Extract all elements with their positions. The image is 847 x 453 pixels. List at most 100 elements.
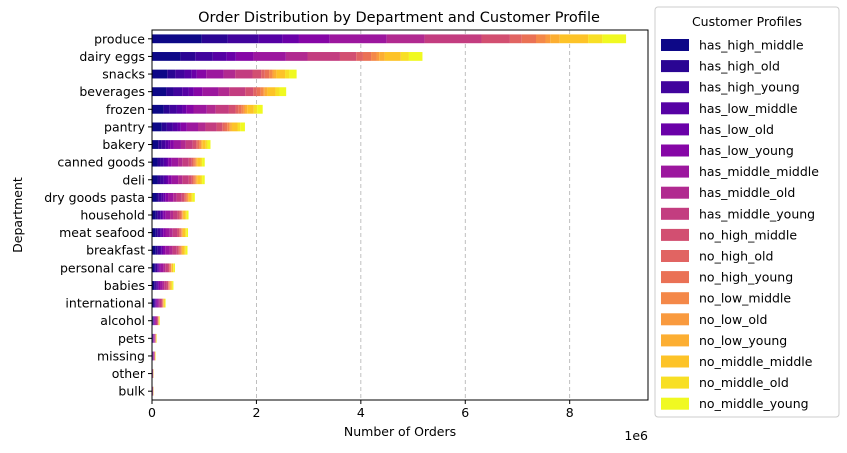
bar-segment-has_middle_old <box>155 316 157 326</box>
bar-segment-has_middle_middle <box>329 34 387 44</box>
bar-segment-no_middle_old <box>253 104 258 114</box>
bar-segment-no_middle_old <box>588 34 603 44</box>
bar-segment-has_middle_middle <box>171 175 179 185</box>
bar-segment-has_middle_old <box>223 69 236 79</box>
bar-segment-has_middle_old <box>169 228 173 238</box>
bar-segment-no_low_old <box>263 87 265 97</box>
bar-segment-has_low_young <box>168 175 172 185</box>
bar-segment-has_low_old <box>161 245 164 255</box>
bar-segment-has_middle_middle <box>160 263 164 273</box>
bar-segment-has_middle_middle <box>202 87 219 97</box>
legend-label-no_high_middle: no_high_middle <box>699 227 797 242</box>
bar-segment-no_high_middle <box>192 140 197 149</box>
bar-segment-has_middle_middle <box>206 69 224 79</box>
bar-segment-has_low_old <box>168 140 171 149</box>
bar-segment-no_middle_old <box>191 192 193 202</box>
bar-segment-no_middle_young <box>202 157 205 167</box>
bar-segment-no_low_young <box>196 175 198 185</box>
bar-segment-no_high_old <box>168 281 169 290</box>
bar-segment-no_high_old <box>356 52 363 61</box>
bar-segment-has_high_old <box>155 210 158 220</box>
bar-segment-no_high_middle <box>245 87 254 97</box>
bar-segment-has_high_middle <box>152 210 156 220</box>
legend-label-has_high_old: has_high_old <box>699 59 780 74</box>
bar-segment-has_low_middle <box>160 228 162 238</box>
bar-segment-no_low_middle <box>535 34 546 44</box>
bar-segment-no_low_middle <box>241 104 244 114</box>
bar-segment-no_high_middle <box>481 34 510 44</box>
legend-swatch-has_middle_middle <box>661 165 689 178</box>
bar-segment-has_middle_middle <box>153 333 155 343</box>
bar-segment-has_low_middle <box>258 34 283 44</box>
bar-segment-has_low_middle <box>212 52 227 61</box>
bar-segment-no_middle_young <box>164 298 166 308</box>
bar-segment-has_high_middle <box>152 52 181 61</box>
bar-segment-has_middle_middle <box>165 210 171 220</box>
bar-segment-has_middle_young <box>235 69 253 79</box>
plot-frame <box>151 29 649 401</box>
bar-segment-has_low_middle <box>165 140 169 149</box>
bar-segment-no_high_young <box>264 69 270 79</box>
bar-segment-has_middle_old <box>173 192 177 202</box>
legend-swatch-no_high_old <box>661 250 689 262</box>
bar-segment-has_low_middle <box>163 175 167 185</box>
bar-segment-has_middle_young <box>182 175 189 185</box>
bar-segment-no_low_young <box>196 157 198 167</box>
bar-segment-no_low_old <box>195 175 197 185</box>
bar-segment-has_middle_young <box>182 157 189 167</box>
bar-segment-no_high_young <box>362 52 372 61</box>
bar-segment-has_middle_young <box>176 192 182 202</box>
bar-segment-has_high_old <box>157 157 161 167</box>
bar-segment-no_high_young <box>180 210 182 220</box>
bar-segment-no_high_old <box>509 34 522 44</box>
bar-segment-has_low_middle <box>176 104 183 114</box>
bar-segment-has_middle_old <box>198 122 206 132</box>
bar-segment-has_middle_middle <box>154 316 156 326</box>
bar-segment-no_middle_old <box>237 122 241 132</box>
legend-label-no_high_young: no_high_young <box>699 270 793 285</box>
bar-segment-has_low_young <box>193 87 203 97</box>
bar-segment-has_middle_middle <box>253 52 286 61</box>
y-tick-label: dairy eggs <box>79 49 145 64</box>
bar-segment-has_high_young <box>195 52 213 61</box>
legend-swatch-no_high_young <box>661 271 689 284</box>
x-axis-scale-label: 1e6 <box>624 428 648 443</box>
bar-segment-no_low_old <box>243 104 245 114</box>
bar-segment-no_low_young <box>379 52 385 61</box>
legend-label-has_middle_young: has_middle_young <box>699 206 815 221</box>
x-axis-label: Number of Orders <box>344 424 456 439</box>
legend-title: Customer Profiles <box>692 14 802 29</box>
y-tick-label: bulk <box>118 384 145 399</box>
bar-segment-no_high_middle <box>228 104 236 114</box>
y-tick-label: canned goods <box>57 155 145 170</box>
bar-segment-has_middle_old <box>169 245 173 255</box>
legend-label-has_low_young: has_low_young <box>699 143 794 158</box>
bar-segment-no_high_middle <box>177 210 180 220</box>
bar-segment-has_middle_old <box>206 104 216 114</box>
y-tick-label: personal care <box>60 260 145 275</box>
bar-segment-no_middle_young <box>257 104 263 114</box>
bar-segment-no_high_old <box>178 245 180 255</box>
y-tick-label: babies <box>104 278 145 293</box>
legend-label-no_low_middle: no_low_middle <box>699 291 791 306</box>
bar-segment-has_low_old <box>161 228 164 238</box>
bar-segment-has_high_old <box>156 192 159 202</box>
bar-segment-no_low_old <box>545 34 551 44</box>
bar-segment-no_high_young <box>238 104 242 114</box>
bar-segment-no_low_old <box>195 157 197 167</box>
y-tick-label: deli <box>122 172 145 187</box>
x-tick-label: 2 <box>252 405 260 420</box>
bar-segment-has_middle_young <box>154 333 156 343</box>
legend-swatch-has_middle_old <box>661 186 689 199</box>
bar-segment-no_middle_old <box>184 245 186 255</box>
bar-segment-no_middle_middle <box>559 34 589 44</box>
bar-segment-has_high_young <box>161 140 166 149</box>
bar-segment-has_middle_middle <box>186 122 199 132</box>
bar-segment-has_low_middle <box>172 122 178 132</box>
bar-segment-has_low_young <box>186 104 194 114</box>
bar-segment-has_low_young <box>163 210 166 220</box>
bar-segment-has_high_old <box>166 87 174 97</box>
y-tick-label: alcohol <box>100 313 145 328</box>
bar-segment-has_middle_old <box>218 87 230 97</box>
x-tick-label: 8 <box>566 405 574 420</box>
